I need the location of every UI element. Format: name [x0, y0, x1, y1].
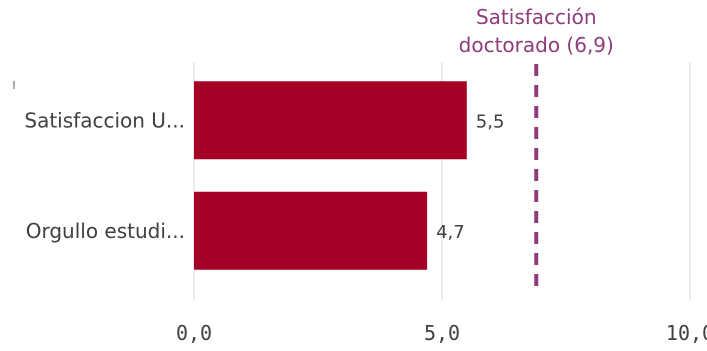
- value-label: 5,5: [476, 111, 505, 132]
- value-labels: 5,5 4,7: [436, 111, 504, 243]
- value-label: 4,7: [436, 222, 465, 243]
- x-tick-label: 0,0: [176, 321, 212, 345]
- reference-label-line2: doctorado (6,9): [459, 33, 614, 57]
- x-tick-label: 10,0: [666, 321, 707, 345]
- bars-group: [194, 81, 467, 270]
- bar: [194, 191, 428, 270]
- category-labels: Satisfaccion U... Orgullo estudi...: [24, 108, 185, 243]
- reference-label-line1: Satisfacción: [476, 5, 597, 29]
- category-label: Orgullo estudi...: [26, 219, 185, 243]
- bar: [194, 81, 467, 160]
- reference-line-group: Satisfacción doctorado (6,9): [459, 5, 614, 287]
- category-label: Satisfaccion U...: [24, 108, 185, 132]
- x-axis-ticks: 0,0 5,0 10,0: [176, 321, 707, 345]
- x-tick-label: 5,0: [424, 321, 460, 345]
